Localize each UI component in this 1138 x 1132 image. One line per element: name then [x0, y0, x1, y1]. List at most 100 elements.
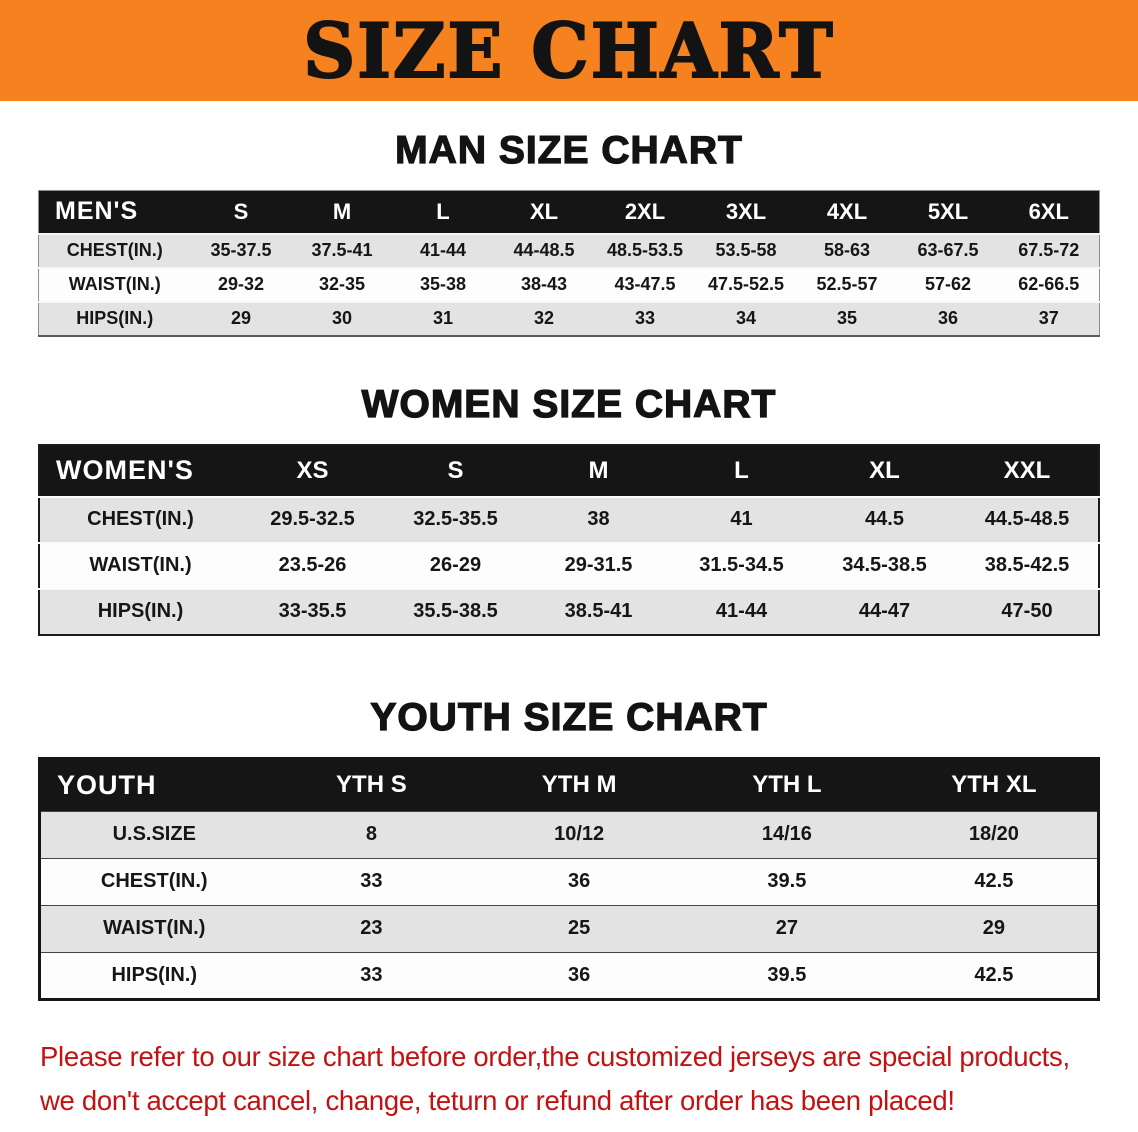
size-value-cell: 57-62 — [924, 274, 972, 294]
size-value-cell: 30 — [331, 308, 353, 328]
men-section-heading: MAN SIZE CHART — [395, 128, 743, 172]
size-value-cell: 29-32 — [217, 274, 265, 294]
size-value-cell: 31.5-34.5 — [699, 554, 784, 576]
row-label: CHEST(IN.) — [66, 240, 163, 260]
size-value-cell: 33 — [634, 308, 656, 328]
size-value-cell: 37 — [1038, 308, 1059, 328]
size-value-cell: 67.5-72 — [1018, 240, 1080, 260]
size-column-header: M — [291, 190, 393, 234]
size-value-cell: 38-43 — [520, 274, 568, 294]
size-value-cell: 33 — [360, 870, 383, 892]
size-column-header: XL — [813, 444, 956, 497]
size-value-cell: 29 — [982, 917, 1005, 939]
size-value-cell: 36 — [937, 308, 959, 328]
size-value-cell: 38.5-42.5 — [984, 554, 1070, 576]
size-value-cell: 10/12 — [554, 823, 605, 845]
size-value-cell: 42.5 — [974, 870, 1014, 892]
size-value-cell: 41-44 — [715, 600, 768, 622]
size-value-cell: 44-47 — [858, 600, 911, 622]
size-value-cell: 34.5-38.5 — [842, 554, 927, 576]
size-value-cell: 29.5-32.5 — [270, 508, 355, 530]
row-label: HIPS(IN.) — [111, 963, 198, 986]
size-column-header: S — [190, 190, 292, 234]
table-row: HIPS(IN.) 29 30 31 32 33 34 35 36 37 — [38, 301, 1100, 336]
size-column-header: 6XL — [998, 190, 1100, 234]
table-row: HIPS(IN.) 33 36 39.5 42.5 — [39, 952, 1099, 999]
size-value-cell: 31 — [432, 308, 454, 328]
size-value-cell: 41-44 — [419, 240, 467, 260]
size-value-cell: 29-31.5 — [564, 554, 633, 576]
youth-size-table: YOUTH YTH S YTH M YTH L YTH XL U.S.SIZE 8 10/12… — [38, 756, 1100, 1001]
size-value-cell: 38.5-41 — [564, 600, 633, 622]
size-value-cell: 37.5-41 — [311, 240, 373, 260]
size-column-header: XL — [493, 190, 595, 234]
size-value-cell: 41 — [730, 508, 753, 530]
women-header-row: WOMEN'S XS S M L XL XXL — [39, 444, 1099, 497]
size-column-header: XS — [241, 444, 384, 497]
row-label: WAIST(IN.) — [89, 554, 192, 576]
size-value-cell: 32 — [533, 308, 555, 328]
men-header-row: MEN'S S M L XL 2XL 3XL 4XL 5XL 6XL — [38, 190, 1100, 234]
row-label: CHEST(IN.) — [87, 508, 194, 530]
row-label: WAIST(IN.) — [103, 917, 206, 939]
table-row: U.S.SIZE 8 10/12 14/16 18/20 — [39, 811, 1099, 858]
size-column-header: L — [670, 444, 813, 497]
size-value-cell: 47-50 — [1001, 600, 1053, 622]
table-row: CHEST(IN.) 29.5-32.5 32.5-35.5 38 41 44.5 44.5… — [39, 496, 1099, 543]
size-column-header: YTH M — [475, 758, 683, 811]
youth-corner-label: YOUTH — [39, 758, 268, 811]
size-value-cell: 34 — [735, 308, 757, 328]
note-line-1: Please refer to our size chart before or… — [40, 1040, 1070, 1072]
size-value-cell: 23.5-26 — [278, 554, 347, 576]
women-corner-label: WOMEN'S — [39, 444, 241, 497]
size-value-cell: 33 — [360, 963, 383, 986]
row-label: WAIST(IN.) — [68, 274, 161, 294]
size-value-cell: 42.5 — [974, 963, 1014, 986]
size-column-header: 3XL — [695, 190, 797, 234]
youth-section-heading: YOUTH SIZE CHART — [370, 695, 768, 739]
footer-note: Please refer to our size chart before or… — [40, 1035, 1098, 1124]
size-value-cell: 62-66.5 — [1018, 274, 1080, 294]
size-value-cell: 35-37.5 — [210, 240, 272, 260]
size-value-cell: 48.5-53.5 — [606, 240, 684, 260]
size-column-header: M — [527, 444, 670, 497]
banner: SIZE CHART — [0, 0, 1138, 101]
men-corner-label: MEN'S — [38, 190, 191, 234]
table-row: HIPS(IN.) 33-35.5 35.5-38.5 38.5-41 41-44 44-… — [39, 588, 1099, 635]
size-chart-sections: MAN SIZE CHART MEN'S S M L XL 2XL 3XL 4XL 5XL 6XL C… — [0, 128, 1138, 1001]
size-value-cell: 47.5-52.5 — [707, 274, 785, 294]
note-line-2: we don't accept cancel, change, teturn o… — [40, 1085, 955, 1117]
table-row: CHEST(IN.) 35-37.5 37.5-41 41-44 44-48.5 48.5… — [38, 233, 1100, 268]
size-value-cell: 25 — [568, 917, 591, 939]
size-column-header: L — [392, 190, 494, 234]
size-value-cell: 35-38 — [419, 274, 467, 294]
size-value-cell: 39.5 — [767, 870, 807, 892]
size-value-cell: 29 — [230, 308, 252, 328]
size-value-cell: 8 — [365, 823, 377, 845]
size-column-header: 4XL — [796, 190, 898, 234]
size-column-header: YTH L — [683, 758, 891, 811]
section-youth: YOUTH SIZE CHART YOUTH YTH S YTH M YTH L YTH … — [0, 695, 1138, 1001]
size-column-header: YTH S — [267, 758, 476, 811]
size-value-cell: 43-47.5 — [614, 274, 676, 294]
size-value-cell: 32-35 — [318, 274, 366, 294]
size-value-cell: 44-48.5 — [513, 240, 575, 260]
size-column-header: YTH XL — [890, 758, 1099, 811]
size-value-cell: 36 — [568, 963, 591, 986]
section-women: WOMEN SIZE CHART WOMEN'S XS S M L XL XXL CHEST(I… — [0, 382, 1138, 636]
row-label: CHEST(IN.) — [100, 870, 208, 892]
size-value-cell: 44.5 — [865, 508, 904, 530]
women-size-table: WOMEN'S XS S M L XL XXL CHEST(IN.) 29.5-32.5 32.5… — [38, 443, 1100, 636]
size-value-cell: 23 — [360, 917, 383, 939]
size-value-cell: 52.5-57 — [816, 274, 878, 294]
size-value-cell: 36 — [568, 870, 591, 892]
size-value-cell: 26-29 — [429, 554, 482, 576]
size-value-cell: 38 — [587, 508, 610, 530]
table-row: WAIST(IN.) 23.5-26 26-29 29-31.5 31.5-34.5 34… — [39, 542, 1099, 589]
size-value-cell: 39.5 — [767, 963, 807, 986]
size-column-header: S — [384, 444, 527, 497]
size-value-cell: 35 — [836, 308, 858, 328]
size-value-cell: 63-67.5 — [917, 240, 979, 260]
women-section-heading: WOMEN SIZE CHART — [361, 382, 777, 426]
